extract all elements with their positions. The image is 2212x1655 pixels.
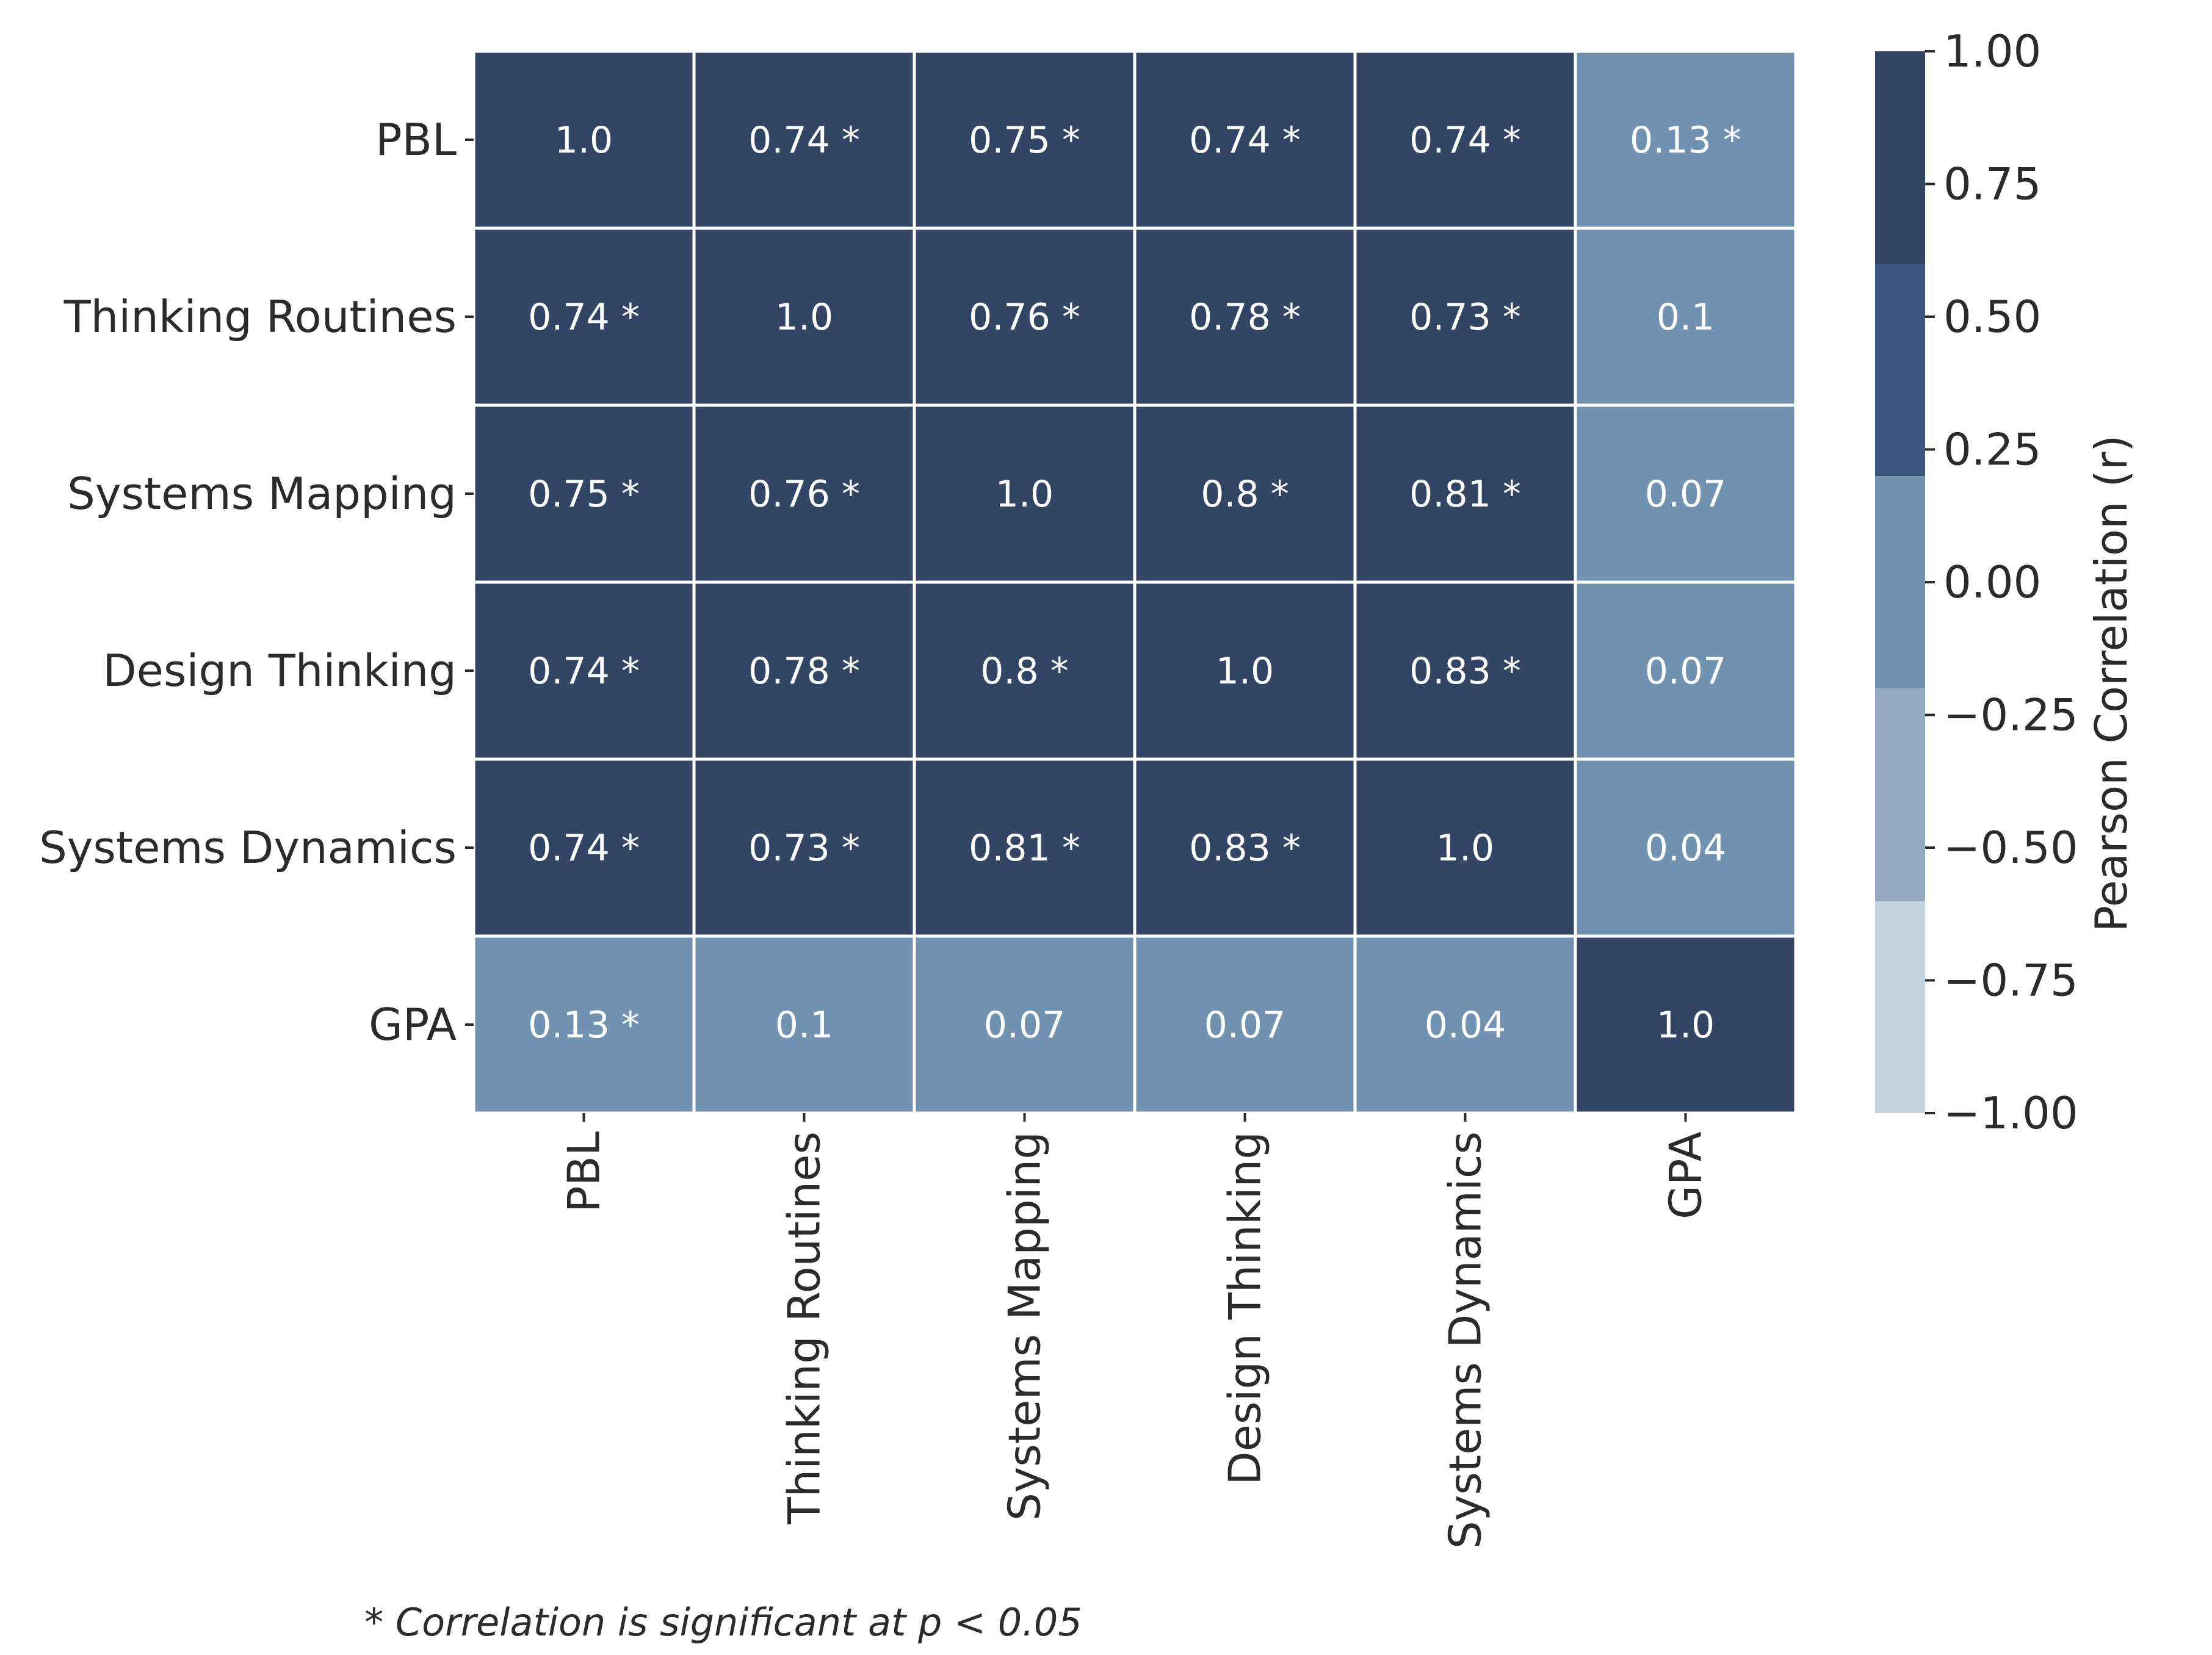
heatmap-cell bbox=[1353, 403, 1577, 584]
colorbar-tick-label: 0.00 bbox=[1943, 557, 2041, 608]
colorbar-tick-label: −0.75 bbox=[1943, 955, 2078, 1006]
cell-value-label: 1.0 bbox=[775, 296, 833, 339]
cell-value-label: 0.07 bbox=[1645, 473, 1727, 516]
colorbar-tick-label: −1.00 bbox=[1943, 1087, 2078, 1139]
row-tick-label: Thinking Routines bbox=[63, 291, 457, 342]
heatmap-cell bbox=[1353, 580, 1577, 761]
heatmap-cell bbox=[1574, 757, 1798, 938]
cell-value-label: 0.78 * bbox=[1189, 296, 1301, 339]
heatmap-cell bbox=[913, 49, 1137, 230]
cell-value-label: 0.83 * bbox=[1189, 827, 1301, 870]
significance-footnote: * Correlation is significant at p < 0.05 bbox=[364, 1600, 1082, 1645]
heatmap-cell bbox=[472, 580, 696, 761]
column-tick-label: Thinking Routines bbox=[779, 1131, 830, 1524]
heatmap-cell bbox=[472, 49, 696, 230]
heatmap-cell bbox=[1574, 580, 1798, 761]
cell-value-label: 0.04 bbox=[1425, 1004, 1506, 1047]
cell-value-label: 0.8 * bbox=[1201, 473, 1289, 516]
colorbar-bin bbox=[1875, 51, 1925, 264]
row-tick-label: Systems Dynamics bbox=[39, 822, 457, 873]
heatmap-cell bbox=[1574, 49, 1798, 230]
cell-value-label: 0.83 * bbox=[1409, 650, 1521, 693]
cell-value-label: 0.75 * bbox=[969, 119, 1080, 162]
heatmap-cell bbox=[913, 757, 1137, 938]
column-tick-label: GPA bbox=[1660, 1131, 1711, 1219]
cell-value-label: 0.04 bbox=[1645, 827, 1727, 870]
cell-value-label: 1.0 bbox=[1436, 827, 1494, 870]
heatmap-cell bbox=[472, 934, 696, 1115]
cell-value-label: 0.74 * bbox=[1409, 119, 1521, 162]
cell-value-label: 0.74 * bbox=[1189, 119, 1301, 162]
column-tick-label: PBL bbox=[558, 1131, 610, 1213]
cell-value-label: 0.76 * bbox=[969, 296, 1080, 339]
column-tick-label: Systems Dynamics bbox=[1440, 1131, 1491, 1549]
heatmap-cell bbox=[1574, 934, 1798, 1115]
cell-value-label: 1.0 bbox=[1657, 1004, 1715, 1047]
colorbar-tick-label: 0.25 bbox=[1943, 424, 2041, 475]
row-tick-label: PBL bbox=[375, 114, 457, 165]
colorbar-tick-label: −0.50 bbox=[1943, 822, 2078, 873]
cell-value-label: 0.74 * bbox=[748, 119, 860, 162]
heatmap-cell bbox=[1133, 226, 1357, 407]
colorbar-tick-label: −0.25 bbox=[1943, 690, 2078, 741]
cell-value-label: 0.81 * bbox=[969, 827, 1080, 870]
row-tick-label: GPA bbox=[369, 999, 457, 1050]
cell-value-label: 0.07 bbox=[1204, 1004, 1286, 1047]
cell-value-label: 0.81 * bbox=[1409, 473, 1521, 516]
cell-value-label: 0.78 * bbox=[748, 650, 860, 693]
cell-value-label: 0.75 * bbox=[528, 473, 640, 516]
colorbar-bin bbox=[1875, 688, 1925, 901]
colorbar-bin bbox=[1875, 476, 1925, 688]
column-tick-label: Design Thinking bbox=[1220, 1131, 1271, 1485]
cell-value-label: 1.0 bbox=[996, 473, 1054, 516]
column-axis: PBL Thinking Routines Systems Mapping Desig… bbox=[558, 1113, 1711, 1549]
heatmap-cells bbox=[472, 49, 1798, 1115]
cell-value-label: 0.07 bbox=[1645, 650, 1727, 693]
heatmap-cell bbox=[1574, 226, 1798, 407]
row-axis: PBL Thinking Routines Systems Mapping Desig… bbox=[39, 114, 474, 1050]
colorbar-tick-label: 0.75 bbox=[1943, 159, 2041, 210]
cell-value-label: 0.76 * bbox=[748, 473, 860, 516]
row-tick-label: Systems Mapping bbox=[67, 468, 457, 519]
cell-value-label: 0.13 * bbox=[1630, 119, 1741, 162]
row-tick-label: Design Thinking bbox=[103, 645, 457, 696]
heatmap-cell bbox=[692, 403, 916, 584]
column-tick-label: Systems Mapping bbox=[999, 1131, 1050, 1521]
cell-value-label: 0.73 * bbox=[748, 827, 860, 870]
cell-value-label: 0.73 * bbox=[1409, 296, 1521, 339]
heatmap-cell bbox=[1133, 49, 1357, 230]
heatmap-cell bbox=[1133, 580, 1357, 761]
heatmap-cell bbox=[692, 226, 916, 407]
heatmap-cell bbox=[692, 580, 916, 761]
cell-value-label: 0.74 * bbox=[528, 827, 640, 870]
colorbar-bin bbox=[1875, 901, 1925, 1113]
heatmap-cell bbox=[692, 49, 916, 230]
heatmap-cell bbox=[1574, 403, 1798, 584]
cell-value-label: 0.1 bbox=[775, 1004, 833, 1047]
cell-value-label: 0.74 * bbox=[528, 296, 640, 339]
cell-value-label: 0.74 * bbox=[528, 650, 640, 693]
colorbar-label: Pearson Correlation (r) bbox=[2086, 435, 2137, 932]
colorbar: 1.00 0.75 0.50 0.25 0.00 −0.25 −0.50 −0.75 −1.00 bbox=[1875, 26, 2078, 1139]
cell-value-label: 0.8 * bbox=[980, 650, 1069, 693]
heatmap-cell-labels: 1.0 0.74 * 0.75 * 0.74 * 0.74 * 0.13 * 0.74 * 1… bbox=[528, 119, 1741, 1047]
cell-value-label: 1.0 bbox=[1216, 650, 1274, 693]
colorbar-tick-label: 0.50 bbox=[1943, 291, 2041, 342]
colorbar-bin bbox=[1875, 264, 1925, 476]
cell-value-label: 0.13 * bbox=[528, 1004, 640, 1047]
heatmap-cell bbox=[1133, 403, 1357, 584]
heatmap-cell bbox=[472, 757, 696, 938]
heatmap-cell bbox=[1353, 757, 1577, 938]
cell-value-label: 0.1 bbox=[1657, 296, 1715, 339]
heatmap-cell bbox=[913, 580, 1137, 761]
colorbar-tick-label: 1.00 bbox=[1943, 26, 2041, 77]
heatmap-cell bbox=[1133, 757, 1357, 938]
cell-value-label: 1.0 bbox=[555, 119, 613, 162]
cell-value-label: 0.07 bbox=[984, 1004, 1066, 1047]
